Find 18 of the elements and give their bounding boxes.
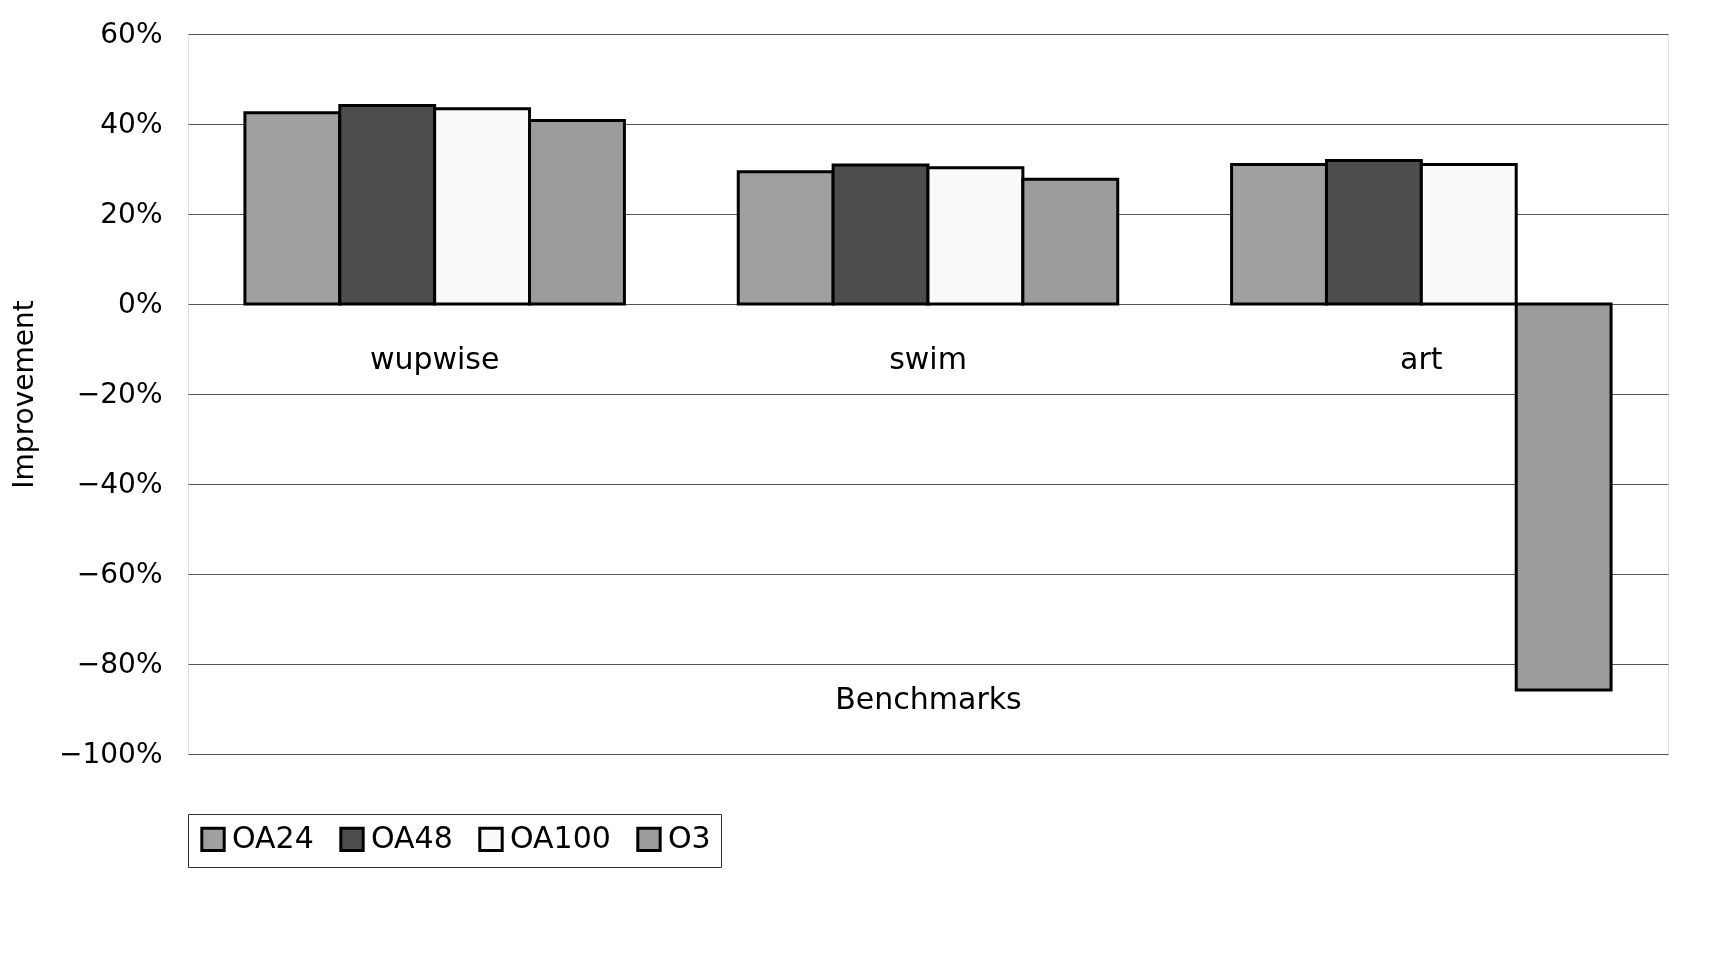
y-tick-label: 0%	[118, 286, 163, 320]
x-axis-title: Benchmarks	[835, 680, 1022, 716]
y-tick-label: 40%	[100, 106, 163, 140]
y-tick-label: 20%	[100, 196, 163, 230]
y-tick-label: −40%	[76, 466, 163, 500]
y-tick-label: −60%	[76, 556, 163, 590]
legend-label: OA100	[510, 820, 611, 856]
y-tick-label: −20%	[76, 376, 163, 410]
legend-label: OA48	[371, 820, 453, 856]
legend-label: O3	[668, 820, 711, 856]
y-tick-label: −100%	[58, 736, 163, 770]
x-tick-label: wupwise	[369, 340, 500, 376]
y-axis-title: Improvement	[6, 300, 40, 489]
x-tick-label: swim	[889, 340, 967, 376]
y-tick-label: 60%	[100, 16, 163, 50]
legend-label: OA24	[232, 820, 314, 856]
y-tick-label: −80%	[76, 646, 163, 680]
x-tick-label: art	[1400, 340, 1443, 376]
